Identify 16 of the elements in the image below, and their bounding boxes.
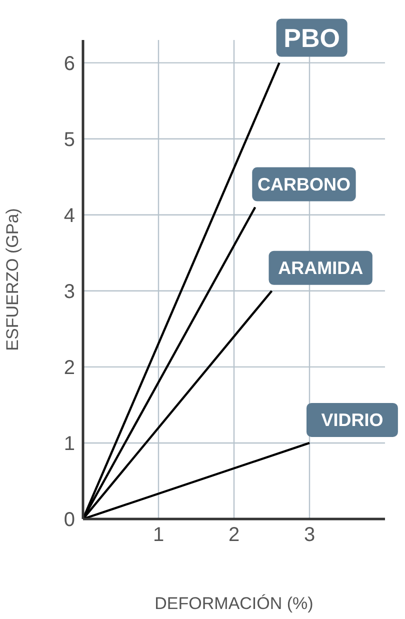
y-tick-label: 1: [64, 433, 75, 456]
y-tick-label: 2: [64, 357, 75, 380]
x-tick-label: 2: [228, 524, 240, 546]
y-tick-label: 3: [64, 281, 75, 304]
annotation: ARAMIDA: [278, 258, 364, 278]
annotation: VIDRIO: [321, 410, 384, 430]
y-tick-label: 6: [64, 52, 75, 75]
x-tick-label: 3: [304, 524, 316, 546]
annotation: PBO: [284, 22, 340, 53]
x-axis-title: DEFORMACIÓN (%): [154, 594, 314, 613]
y-tick-label: 0: [64, 509, 75, 532]
y-tick-label: 4: [64, 204, 75, 227]
annotation: CARBONO: [257, 174, 350, 194]
y-tick-label: 5: [64, 128, 75, 151]
y-axis-title: ESFUERZO (GPa): [3, 208, 22, 351]
x-tick-label: 1: [152, 524, 164, 546]
